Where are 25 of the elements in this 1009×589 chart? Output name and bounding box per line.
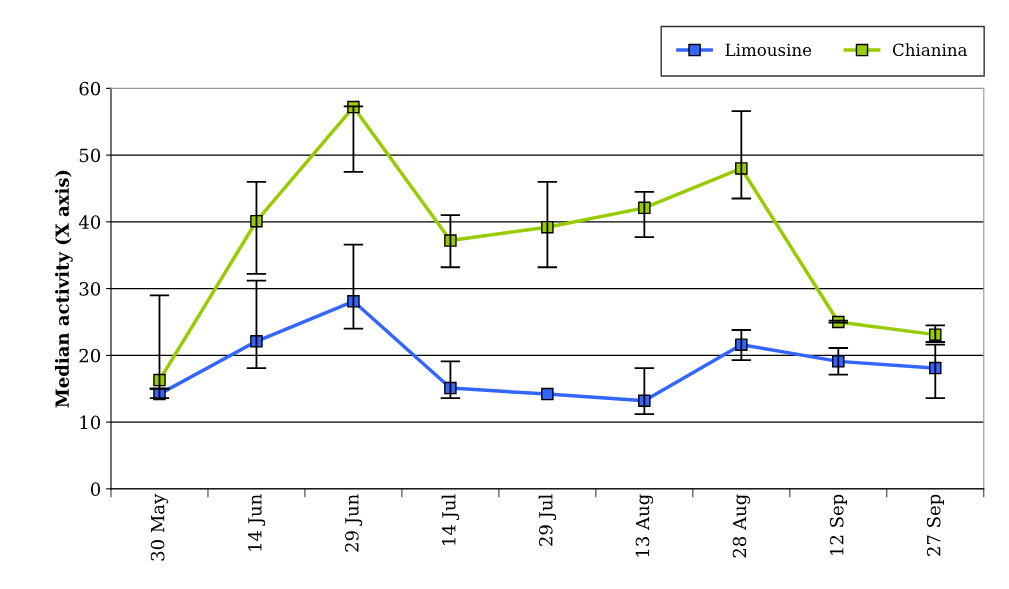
point <box>347 295 360 308</box>
y-tick-label: 40 <box>78 215 101 229</box>
x-tick-label: 13 Aug <box>635 494 654 557</box>
x-tick-label: 27 Sep <box>926 494 945 556</box>
y-tick-label: 20 <box>79 348 101 363</box>
y-tick-label: 10 <box>80 415 101 430</box>
point <box>250 214 263 228</box>
point <box>444 381 457 395</box>
x-tick-label: 12 Sep <box>829 494 848 555</box>
x-tick-label: 28 Aug <box>732 494 751 558</box>
point <box>250 335 263 348</box>
legend-label: Chianina <box>892 43 968 57</box>
x-tick-label: 14 Jun <box>248 494 266 551</box>
legend-label: Limousine <box>725 43 812 57</box>
x-tick-label: 29 Jun <box>345 494 363 552</box>
x-tick-label: 30 May <box>150 493 169 561</box>
point <box>541 387 554 401</box>
x-tick-label: 14 Jul <box>441 494 460 545</box>
point <box>444 234 457 247</box>
x-tick-label: 29 Jul <box>538 494 557 546</box>
y-tick-label: 0 <box>90 482 101 496</box>
y-tick-label: 30 <box>79 282 101 296</box>
y-axis-title: Median activity (X axis) <box>55 170 73 408</box>
y-tick-label: 60 <box>79 81 101 96</box>
y-tick-label: 50 <box>79 148 101 163</box>
